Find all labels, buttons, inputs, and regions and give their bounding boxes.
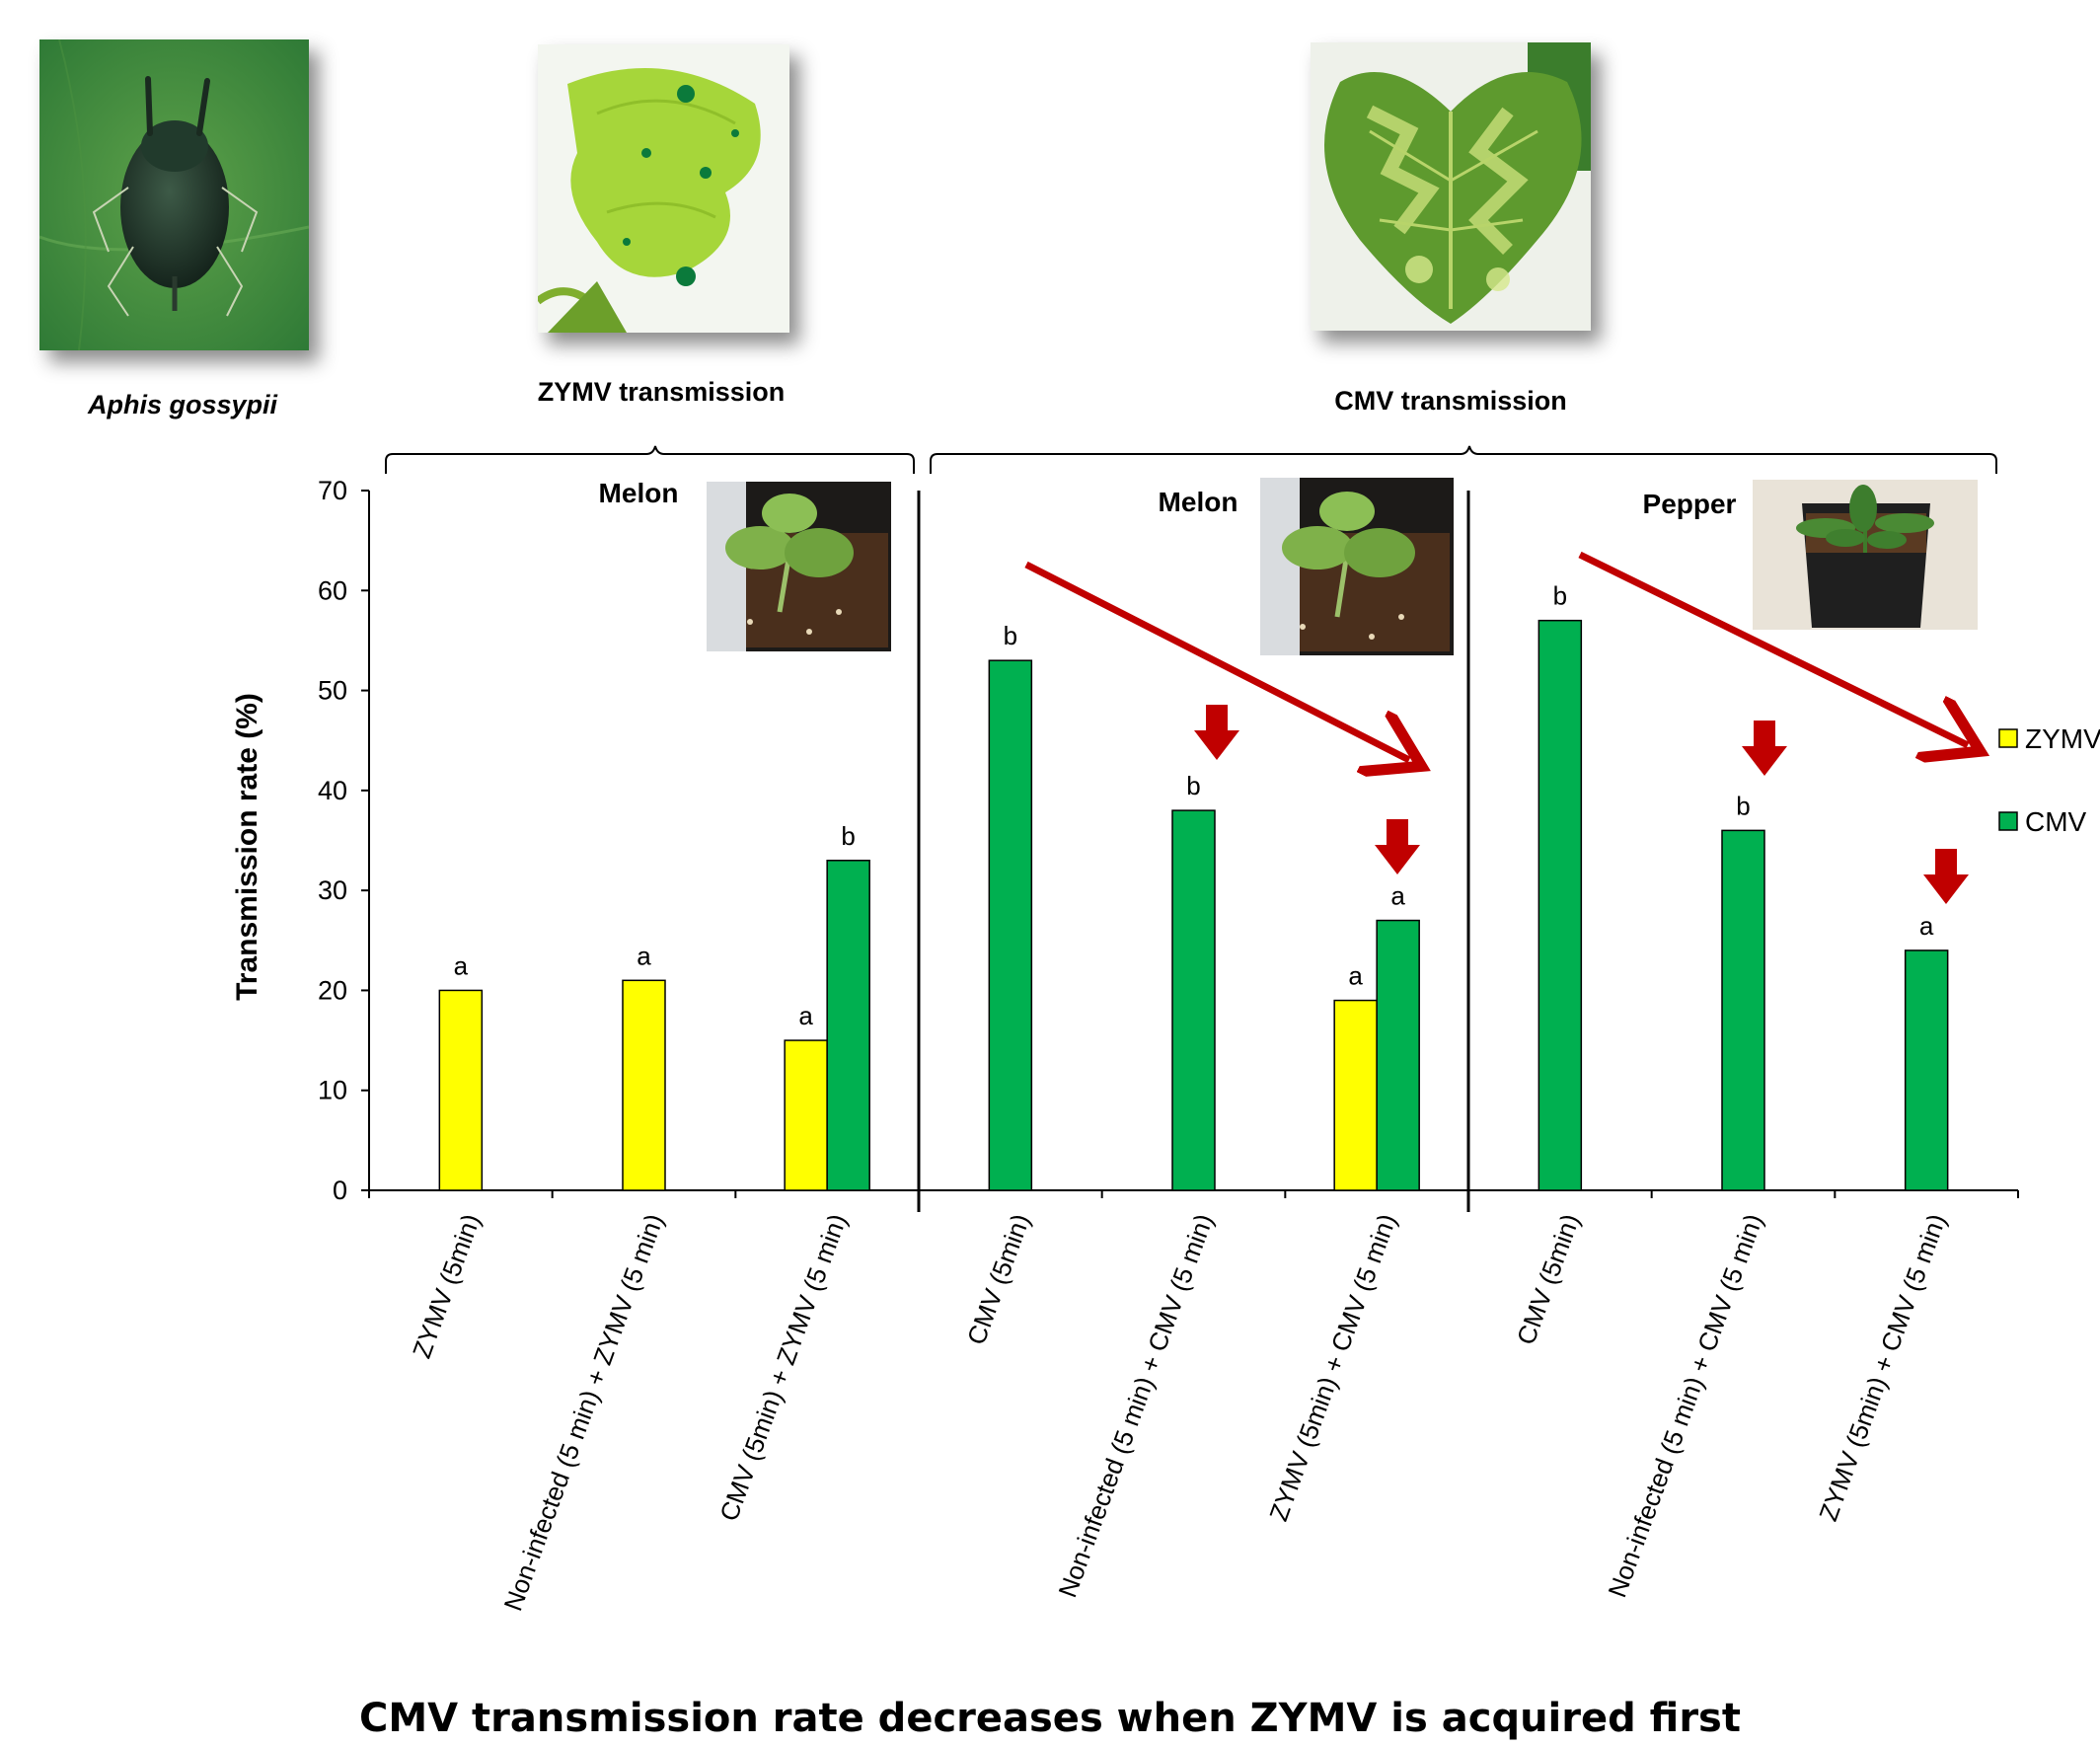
aphid-photo	[39, 39, 309, 350]
down-arrow-3	[1742, 721, 1787, 776]
bar-cmv	[1721, 829, 1765, 1191]
aphid-caption: Aphis gossypii	[87, 390, 278, 419]
y-tick-label: 60	[318, 575, 347, 605]
decrease-arrows	[1194, 705, 1969, 904]
y-tick-label: 40	[318, 776, 347, 805]
aphid-illustration	[39, 39, 309, 350]
significance-letter: a	[1919, 911, 1934, 941]
bar-cmv	[1538, 619, 1583, 1191]
x-tick-label: CMV (5min)	[1511, 1210, 1586, 1349]
legend-swatch-cmv	[1998, 811, 2018, 831]
cmv-leaf-illustration	[1311, 42, 1591, 331]
melon-plant-photo-1	[707, 482, 891, 651]
significance-letter: a	[1348, 961, 1363, 991]
significance-letter: b	[1186, 771, 1200, 800]
x-tick-label: Non-infected (5 min) + CMV (5 min)	[1602, 1210, 1768, 1602]
y-tick-label: 10	[318, 1076, 347, 1105]
zymv-brace	[385, 445, 915, 474]
bars	[438, 619, 1949, 1191]
cmv-leaf-photo	[1311, 42, 1591, 331]
significance-letter: b	[1553, 581, 1567, 611]
x-tick-label: CMV (5min) + ZYMV (5 min)	[713, 1210, 853, 1525]
y-tick-label: 20	[318, 975, 347, 1005]
y-tick-label: 70	[318, 476, 347, 505]
panel-label: Pepper	[1643, 489, 1737, 519]
x-tick-label: Non-infected (5 min) + ZYMV (5 min)	[497, 1210, 669, 1615]
significance-letter: a	[454, 950, 469, 980]
significance-letter: a	[637, 941, 651, 970]
bar-zymv	[622, 979, 666, 1191]
legend-label-cmv: CMV	[2025, 806, 2087, 837]
down-arrow-1	[1194, 705, 1239, 760]
bar-cmv	[988, 659, 1033, 1191]
zymv-leaf-photo	[538, 44, 789, 333]
pepper-plant-photo	[1753, 480, 1978, 630]
panel-labels: Melon Melon Pepper	[599, 478, 1737, 519]
bottom-title: CMV transmission rate decreases when ZYM…	[359, 1696, 1741, 1741]
legend: ZYMV CMV	[1998, 723, 2100, 837]
trend-arrow-melon	[1024, 561, 1409, 760]
down-arrow-4	[1923, 849, 1969, 904]
bar-zymv	[1333, 999, 1378, 1191]
bar-zymv	[784, 1039, 828, 1191]
melon-plant-photo-2	[1260, 478, 1454, 655]
legend-swatch-zymv	[1998, 728, 2018, 748]
y-tick-label: 50	[318, 676, 347, 706]
trend-arrows	[1024, 551, 1968, 760]
x-tick-label: ZYMV (5min) + CMV (5 min)	[1263, 1210, 1402, 1525]
significance-letters: a a a b b b a a b b a	[454, 581, 1934, 1030]
trend-arrow-pepper	[1578, 551, 1968, 745]
x-tick-label: Non-infected (5 min) + CMV (5 min)	[1052, 1210, 1219, 1602]
x-tick-label: CMV (5min)	[961, 1210, 1036, 1349]
bar-cmv	[1376, 919, 1420, 1191]
panel-label: Melon	[1159, 487, 1238, 517]
bar-cmv	[826, 860, 870, 1191]
significance-letter: b	[1004, 621, 1017, 650]
panel-label: Melon	[599, 478, 679, 508]
panel-separators	[917, 491, 1470, 1212]
zymv-caption: ZYMV transmission	[537, 377, 786, 407]
y-axis-label: Transmission rate (%)	[231, 693, 263, 1001]
significance-letter: a	[1390, 881, 1405, 911]
bar-zymv	[438, 989, 484, 1191]
bar-cmv	[1904, 949, 1949, 1191]
y-tick-label: 0	[333, 1176, 347, 1205]
x-tick-label: ZYMV (5min)	[407, 1210, 487, 1362]
significance-letter: a	[798, 1001, 813, 1030]
y-tick-label: 30	[318, 875, 347, 905]
significance-letter: b	[841, 821, 855, 851]
zymv-leaf-illustration	[538, 44, 789, 333]
cmv-brace	[930, 445, 1997, 474]
bar-cmv	[1171, 809, 1216, 1191]
y-ticks: 0 10 20 30 40 50 60 70	[318, 476, 369, 1205]
x-tick-labels: ZYMV (5min) Non-infected (5 min) + ZYMV (…	[407, 1210, 1952, 1615]
legend-label-zymv: ZYMV	[2025, 723, 2100, 754]
x-tick-label: ZYMV (5min) + CMV (5 min)	[1813, 1210, 1952, 1525]
cmv-caption: CMV transmission	[1334, 386, 1567, 416]
down-arrow-2	[1375, 819, 1420, 874]
significance-letter: b	[1736, 791, 1750, 820]
